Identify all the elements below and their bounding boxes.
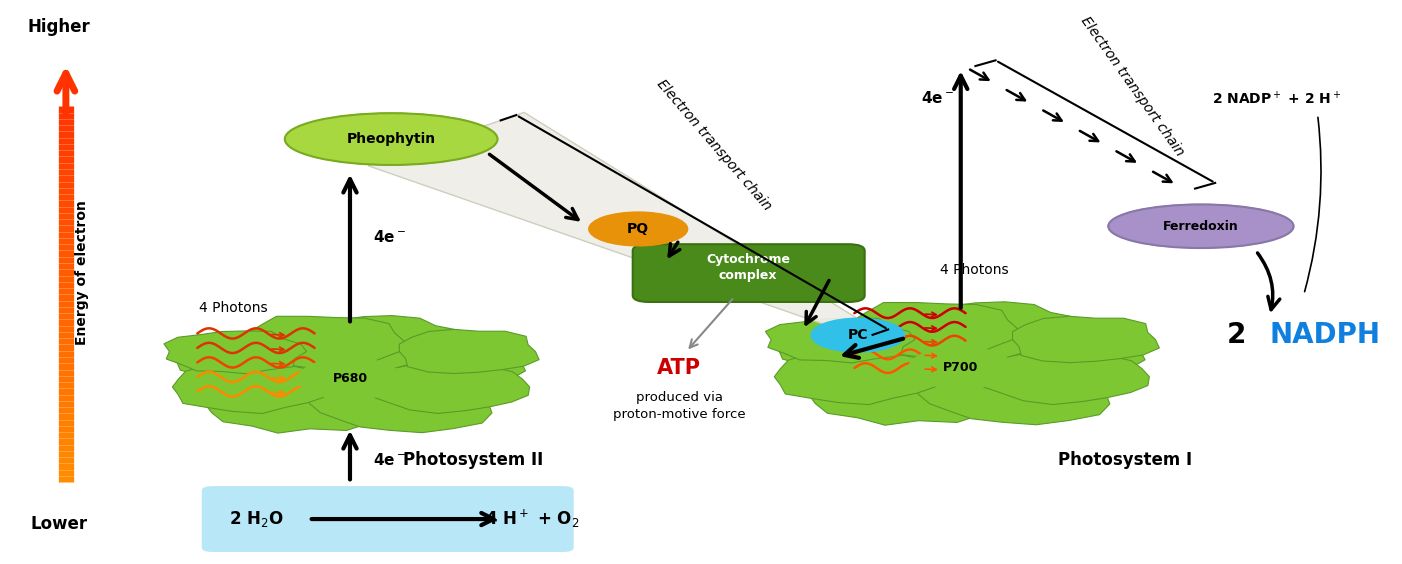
Text: 4 Photons: 4 Photons (199, 301, 268, 315)
Text: NADPH: NADPH (1270, 321, 1381, 349)
Text: Energy of electron: Energy of electron (76, 200, 90, 345)
Polygon shape (827, 327, 1092, 399)
Ellipse shape (812, 318, 904, 352)
Polygon shape (290, 316, 468, 369)
Text: Ferredoxin: Ferredoxin (1164, 220, 1239, 233)
Polygon shape (778, 318, 984, 378)
Text: PQ: PQ (627, 222, 649, 236)
Circle shape (297, 358, 402, 399)
Polygon shape (918, 363, 1116, 425)
Polygon shape (765, 318, 916, 363)
Text: Pheophytin: Pheophytin (346, 132, 436, 146)
Ellipse shape (285, 113, 498, 165)
Text: P700: P700 (944, 362, 979, 374)
Polygon shape (840, 302, 1018, 356)
Text: 2 H$_2$O: 2 H$_2$O (230, 509, 285, 529)
Polygon shape (400, 329, 540, 373)
Text: Electron transport chain: Electron transport chain (1078, 14, 1186, 158)
Polygon shape (164, 331, 307, 374)
Text: Cytochrome
complex: Cytochrome complex (707, 253, 789, 281)
Polygon shape (202, 376, 391, 433)
Circle shape (908, 347, 1012, 389)
Text: 2: 2 (1227, 321, 1256, 349)
Text: Photosystem I: Photosystem I (1059, 452, 1193, 469)
Polygon shape (234, 316, 404, 368)
Text: 4 H$^+$ + O$_2$: 4 H$^+$ + O$_2$ (485, 508, 579, 530)
Text: produced via
proton-motive force: produced via proton-motive force (613, 391, 746, 421)
Polygon shape (370, 360, 530, 413)
Text: Photosystem II: Photosystem II (404, 452, 544, 469)
Polygon shape (223, 340, 475, 408)
Polygon shape (324, 330, 526, 392)
Polygon shape (310, 374, 498, 433)
Text: PC: PC (848, 328, 868, 342)
Text: ATP: ATP (658, 358, 701, 378)
Ellipse shape (589, 212, 687, 246)
Polygon shape (934, 317, 1145, 382)
Text: 4e$^-$: 4e$^-$ (921, 90, 953, 106)
Text: Lower: Lower (31, 515, 87, 533)
Text: 4e$^-$: 4e$^-$ (373, 452, 407, 469)
Polygon shape (805, 365, 1004, 425)
Text: 2 NADP$^+$ + 2 H$^+$: 2 NADP$^+$ + 2 H$^+$ (1211, 90, 1342, 107)
FancyBboxPatch shape (202, 486, 573, 552)
Polygon shape (175, 331, 373, 388)
Ellipse shape (1109, 204, 1294, 248)
Polygon shape (369, 112, 880, 338)
Polygon shape (1012, 316, 1159, 363)
Polygon shape (899, 302, 1085, 358)
Text: Higher: Higher (28, 17, 90, 36)
FancyBboxPatch shape (632, 244, 865, 302)
Text: P680: P680 (332, 372, 367, 385)
Polygon shape (172, 361, 328, 413)
Polygon shape (981, 349, 1150, 404)
Text: 4 Photons: 4 Photons (941, 263, 1009, 277)
Text: Electron transport chain: Electron transport chain (653, 76, 774, 213)
Polygon shape (774, 350, 938, 404)
Text: 4e$^-$: 4e$^-$ (373, 229, 407, 245)
